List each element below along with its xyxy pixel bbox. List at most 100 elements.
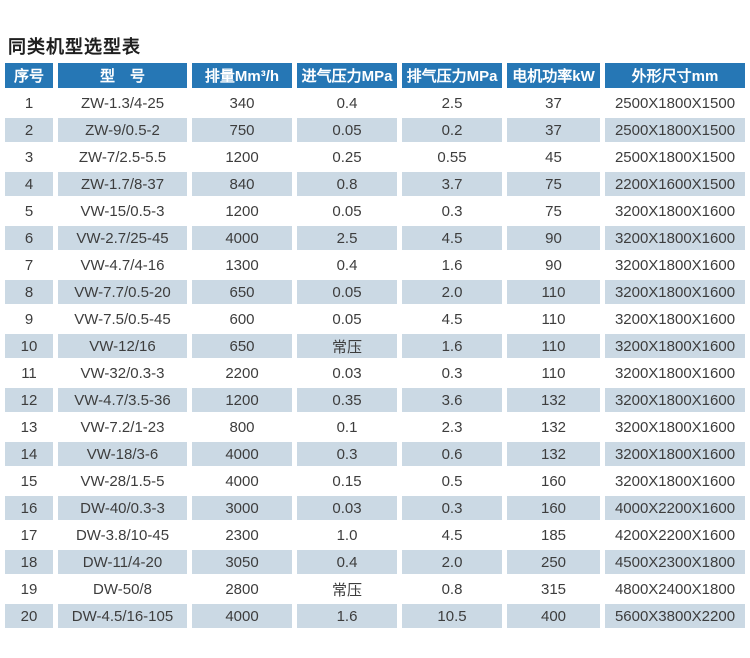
table-cell: 3200X1800X1600: [605, 199, 745, 223]
table-row: 11 VW-32/0.3-3 2200 0.03 0.3 110 3200X1800X160…: [5, 361, 745, 385]
table-cell: 4000: [192, 226, 292, 250]
table-cell: 90: [507, 226, 600, 250]
table-cell: 2.0: [402, 550, 502, 574]
table-cell: 13: [5, 415, 53, 439]
table-cell: 0.1: [297, 415, 397, 439]
table-body: 1 ZW-1.3/4-25 340 0.4 2.5 37 2500X1800X1500 2 ZW…: [5, 91, 745, 628]
table-cell: 4000X2200X1600: [605, 496, 745, 520]
table-cell: 0.2: [402, 118, 502, 142]
table-row: 9 VW-7.5/0.5-45 600 0.05 4.5 110 3200X1800X160…: [5, 307, 745, 331]
table-cell: 110: [507, 361, 600, 385]
table-cell: 6: [5, 226, 53, 250]
table-cell: 14: [5, 442, 53, 466]
table-row: 4 ZW-1.7/8-37 840 0.8 3.7 75 2200X1600X1500: [5, 172, 745, 196]
table-cell: VW-18/3-6: [58, 442, 187, 466]
table-cell: 132: [507, 415, 600, 439]
table-cell: 600: [192, 307, 292, 331]
table-cell: 315: [507, 577, 600, 601]
table-header: 序号 型 号 排量Mm³/h 进气压力MPa 排气压力MPa 电机功率kW 外形…: [5, 63, 745, 88]
table-cell: 0.4: [297, 550, 397, 574]
table-cell: 1200: [192, 145, 292, 169]
table-cell: 1.6: [297, 604, 397, 628]
table-row: 10 VW-12/16 650 常压 1.6 110 3200X1800X1600: [5, 334, 745, 358]
table-cell: 5600X3800X2200: [605, 604, 745, 628]
table-cell: 0.25: [297, 145, 397, 169]
table-cell: 11: [5, 361, 53, 385]
table-cell: 3.7: [402, 172, 502, 196]
table-cell: DW-11/4-20: [58, 550, 187, 574]
table-cell: 1200: [192, 199, 292, 223]
table-cell: 800: [192, 415, 292, 439]
table-cell: 0.8: [402, 577, 502, 601]
table-cell: 340: [192, 91, 292, 115]
table-cell: 75: [507, 199, 600, 223]
table-row: 12 VW-4.7/3.5-36 1200 0.35 3.6 132 3200X1800X1…: [5, 388, 745, 412]
table-cell: VW-28/1.5-5: [58, 469, 187, 493]
table-cell: 0.6: [402, 442, 502, 466]
table-cell: 2.5: [297, 226, 397, 250]
table-cell: 10.5: [402, 604, 502, 628]
table-cell: 3: [5, 145, 53, 169]
table-cell: 2.0: [402, 280, 502, 304]
model-selection-table: 序号 型 号 排量Mm³/h 进气压力MPa 排气压力MPa 电机功率kW 外形…: [0, 60, 750, 631]
table-cell: DW-40/0.3-3: [58, 496, 187, 520]
table-cell: 3200X1800X1600: [605, 280, 745, 304]
table-cell: 110: [507, 307, 600, 331]
table-cell: 840: [192, 172, 292, 196]
table-cell: 160: [507, 496, 600, 520]
table-cell: 3200X1800X1600: [605, 307, 745, 331]
table-cell: 250: [507, 550, 600, 574]
table-cell: VW-7.7/0.5-20: [58, 280, 187, 304]
table-cell: 常压: [297, 577, 397, 601]
table-cell: 0.55: [402, 145, 502, 169]
table-cell: 1: [5, 91, 53, 115]
table-cell: ZW-7/2.5-5.5: [58, 145, 187, 169]
table-cell: 2200: [192, 361, 292, 385]
table-cell: 2500X1800X1500: [605, 118, 745, 142]
table-cell: 9: [5, 307, 53, 331]
table-cell: 90: [507, 253, 600, 277]
table-row: 18 DW-11/4-20 3050 0.4 2.0 250 4500X2300X1800: [5, 550, 745, 574]
table-cell: 1300: [192, 253, 292, 277]
table-cell: 2800: [192, 577, 292, 601]
table-cell: 3200X1800X1600: [605, 253, 745, 277]
table-cell: 0.05: [297, 280, 397, 304]
table-cell: 75: [507, 172, 600, 196]
table-cell: 0.5: [402, 469, 502, 493]
column-header-motor-power: 电机功率kW: [507, 63, 600, 88]
table-cell: ZW-1.3/4-25: [58, 91, 187, 115]
table-cell: VW-12/16: [58, 334, 187, 358]
table-cell: 1.0: [297, 523, 397, 547]
table-cell: 4200X2200X1600: [605, 523, 745, 547]
table-row: 2 ZW-9/0.5-2 750 0.05 0.2 37 2500X1800X1500: [5, 118, 745, 142]
table-cell: VW-2.7/25-45: [58, 226, 187, 250]
column-header-index: 序号: [5, 63, 53, 88]
table-row: 14 VW-18/3-6 4000 0.3 0.6 132 3200X1800X1600: [5, 442, 745, 466]
table-cell: 0.4: [297, 253, 397, 277]
table-cell: DW-50/8: [58, 577, 187, 601]
table-cell: 37: [507, 118, 600, 142]
table-cell: 4800X2400X1800: [605, 577, 745, 601]
table-cell: 4.5: [402, 523, 502, 547]
table-cell: 185: [507, 523, 600, 547]
table-cell: 0.03: [297, 361, 397, 385]
table-cell: 4500X2300X1800: [605, 550, 745, 574]
table-cell: 45: [507, 145, 600, 169]
table-cell: VW-4.7/3.5-36: [58, 388, 187, 412]
table-cell: 750: [192, 118, 292, 142]
table-cell: 400: [507, 604, 600, 628]
table-cell: 常压: [297, 334, 397, 358]
table-cell: ZW-9/0.5-2: [58, 118, 187, 142]
table-cell: VW-7.5/0.5-45: [58, 307, 187, 331]
table-cell: 110: [507, 334, 600, 358]
table-cell: 3200X1800X1600: [605, 442, 745, 466]
page-title: 同类机型选型表: [8, 37, 141, 57]
table-cell: 2: [5, 118, 53, 142]
table-row: 3 ZW-7/2.5-5.5 1200 0.25 0.55 45 2500X1800X150…: [5, 145, 745, 169]
table-cell: 5: [5, 199, 53, 223]
table-cell: 2500X1800X1500: [605, 145, 745, 169]
column-header-inlet-pressure: 进气压力MPa: [297, 63, 397, 88]
table-cell: DW-4.5/16-105: [58, 604, 187, 628]
table-cell: 0.3: [402, 496, 502, 520]
table-cell: DW-3.8/10-45: [58, 523, 187, 547]
